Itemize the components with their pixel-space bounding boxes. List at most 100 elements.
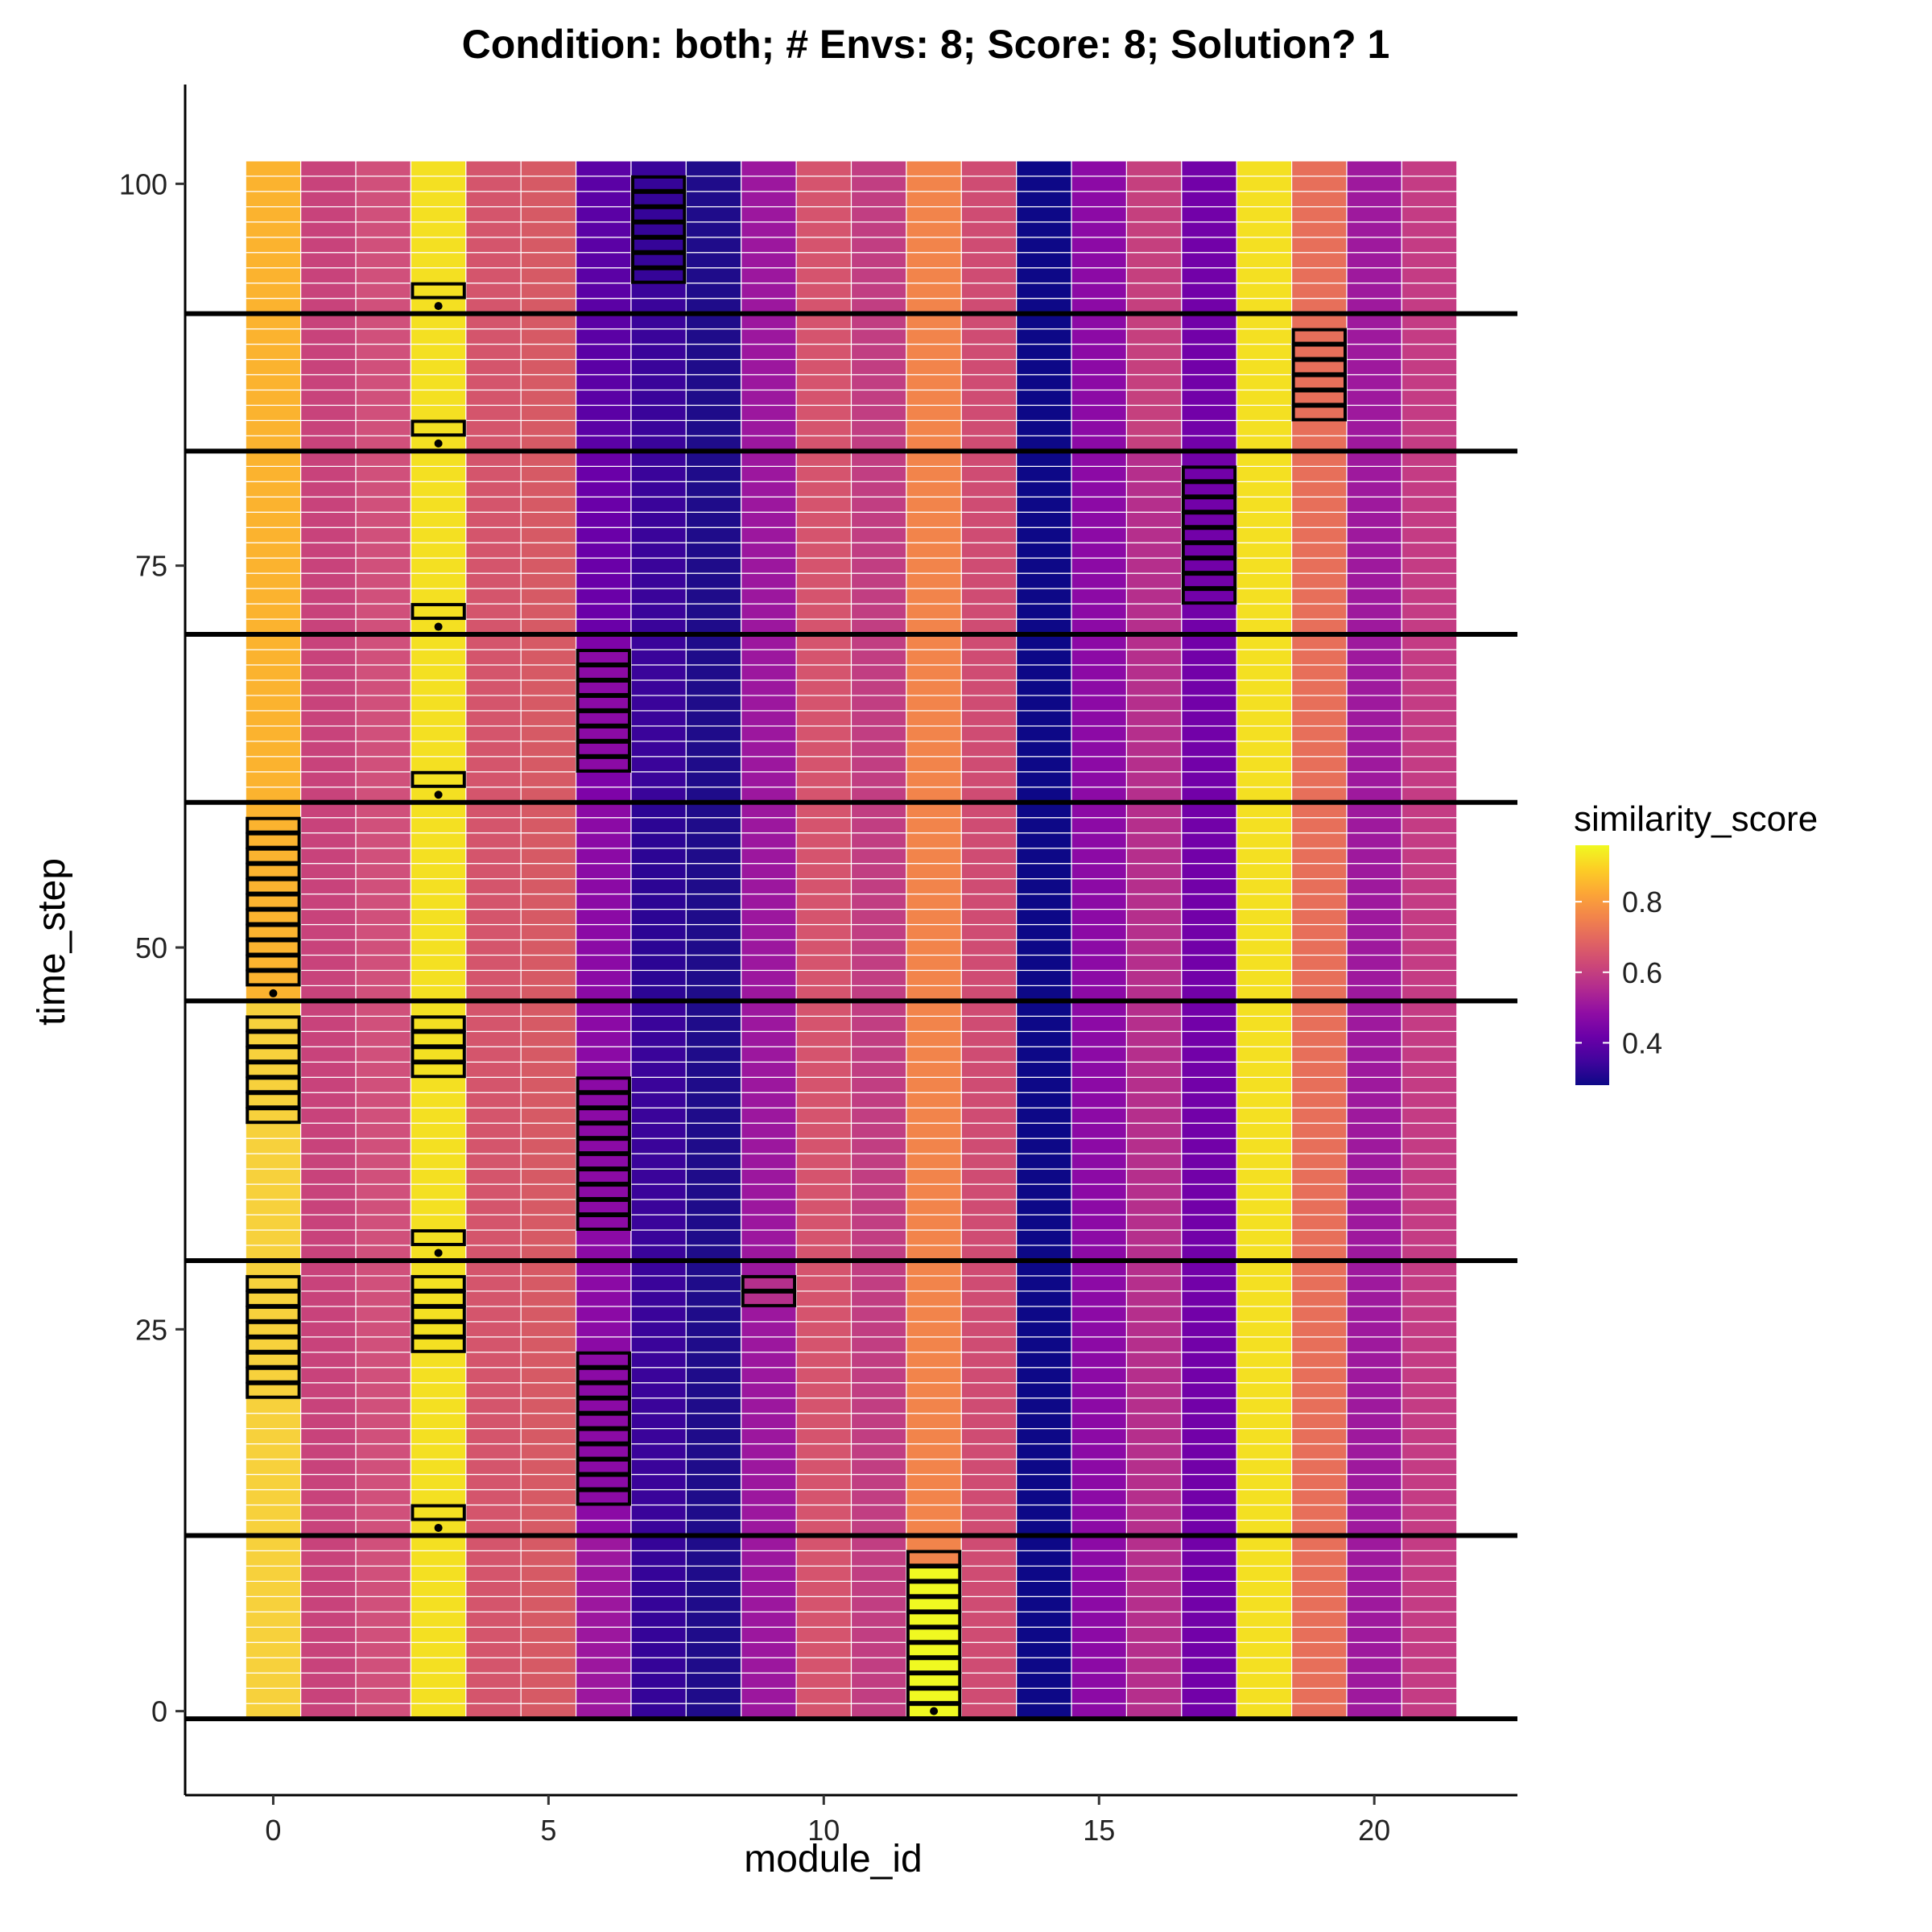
heatmap-cell bbox=[520, 664, 577, 681]
heatmap-cell bbox=[575, 1229, 632, 1246]
heatmap-cell bbox=[465, 267, 522, 284]
heatmap-cell bbox=[410, 1611, 467, 1628]
highlight-box-cell bbox=[246, 908, 301, 926]
marker-points bbox=[269, 302, 939, 1715]
heatmap-cell bbox=[906, 1137, 962, 1154]
heatmap-cell bbox=[1016, 283, 1072, 299]
heatmap-cell bbox=[1236, 1488, 1293, 1506]
heatmap-cell bbox=[1401, 572, 1458, 589]
heatmap-cell bbox=[355, 1367, 411, 1384]
heatmap-cell bbox=[1401, 1137, 1458, 1154]
heatmap-cell bbox=[685, 1046, 742, 1063]
heatmap-cell bbox=[245, 1504, 302, 1521]
heatmap-cell bbox=[1236, 969, 1293, 987]
heatmap-cell bbox=[960, 542, 1018, 559]
highlight-box-cell bbox=[1291, 328, 1347, 345]
heatmap-cell bbox=[520, 1030, 577, 1047]
heatmap-cell bbox=[685, 664, 742, 681]
heatmap-cell bbox=[1071, 1397, 1128, 1414]
heatmap-cell bbox=[630, 1458, 687, 1476]
heatmap-cell bbox=[410, 175, 467, 192]
heatmap-cell bbox=[1016, 328, 1072, 345]
y-tick-label: 0 bbox=[151, 1695, 167, 1728]
heatmap-cell bbox=[1125, 1550, 1183, 1567]
heatmap-cell bbox=[1016, 908, 1072, 926]
heatmap-cell bbox=[575, 1657, 632, 1674]
heatmap-cell bbox=[410, 358, 467, 376]
heatmap-cell bbox=[1291, 1092, 1348, 1108]
heatmap-cell bbox=[245, 1183, 302, 1200]
heatmap-cell bbox=[1016, 1473, 1072, 1491]
heatmap-cell bbox=[685, 1076, 742, 1093]
heatmap-cell bbox=[960, 1367, 1018, 1384]
heatmap-cell bbox=[906, 419, 962, 436]
heatmap-cell bbox=[906, 710, 962, 727]
heatmap-cell bbox=[1346, 1321, 1402, 1338]
heatmap-cell bbox=[685, 1015, 742, 1032]
heatmap-cell bbox=[741, 1122, 797, 1139]
heatmap-cell bbox=[685, 649, 742, 666]
heatmap-cell bbox=[1401, 237, 1458, 254]
heatmap-cell bbox=[465, 954, 522, 972]
heatmap-cell bbox=[1071, 1229, 1128, 1246]
heatmap-cell bbox=[1071, 588, 1128, 605]
heatmap-cell bbox=[1016, 1137, 1072, 1154]
heatmap-cell bbox=[741, 221, 797, 238]
heatmap-cell bbox=[1181, 206, 1237, 223]
heatmap-cell bbox=[1016, 878, 1072, 895]
heatmap-cell bbox=[741, 283, 797, 299]
heatmap-cell bbox=[795, 1687, 852, 1704]
heatmap-cell bbox=[795, 603, 852, 620]
heatmap-cell bbox=[300, 1611, 357, 1628]
heatmap-cell bbox=[1125, 1153, 1183, 1170]
heatmap-cell bbox=[1071, 1443, 1128, 1460]
heatmap-cell bbox=[850, 1015, 907, 1032]
highlight-box-cell bbox=[576, 1076, 631, 1094]
heatmap-cell bbox=[685, 542, 742, 559]
heatmap-cell bbox=[1181, 1030, 1237, 1047]
heatmap-cell bbox=[795, 878, 852, 895]
heatmap-cell bbox=[1346, 237, 1402, 254]
heatmap-cell bbox=[575, 1046, 632, 1063]
heatmap-cell bbox=[685, 191, 742, 208]
heatmap-cell bbox=[960, 237, 1018, 254]
heatmap-cell bbox=[1291, 1290, 1348, 1307]
highlight-box-cell bbox=[630, 175, 687, 192]
heatmap-cell bbox=[906, 572, 962, 589]
heatmap-cell bbox=[300, 237, 357, 254]
heatmap-cell bbox=[1291, 1367, 1348, 1384]
heatmap-cell bbox=[960, 389, 1018, 407]
highlight-box-cell bbox=[411, 603, 466, 621]
heatmap-cell bbox=[960, 1611, 1018, 1628]
heatmap-cell bbox=[850, 1076, 907, 1093]
heatmap-cell bbox=[355, 1687, 411, 1704]
marker-point bbox=[434, 302, 443, 311]
heatmap-cell bbox=[960, 252, 1018, 269]
heatmap-cell bbox=[300, 511, 357, 528]
heatmap-cell bbox=[1016, 343, 1072, 361]
heatmap-cell bbox=[1181, 695, 1237, 712]
heatmap-cell bbox=[685, 710, 742, 727]
heatmap-cell bbox=[685, 832, 742, 849]
heatmap-cell bbox=[1236, 832, 1293, 849]
heatmap-cell bbox=[410, 1214, 467, 1231]
heatmap-cell bbox=[1071, 1092, 1128, 1108]
heatmap-cell bbox=[355, 1352, 411, 1368]
heatmap-cell bbox=[465, 1275, 522, 1292]
heatmap-cell bbox=[960, 664, 1018, 681]
heatmap-cell bbox=[850, 771, 907, 788]
heatmap-cell bbox=[520, 526, 577, 543]
heatmap-cell bbox=[465, 343, 522, 361]
heatmap-cell bbox=[685, 1382, 742, 1399]
heatmap-cell bbox=[906, 526, 962, 543]
heatmap-cell bbox=[795, 1672, 852, 1689]
heatmap-cell bbox=[1181, 1306, 1237, 1323]
heatmap-cell bbox=[520, 1550, 577, 1567]
heatmap-cell bbox=[1291, 1672, 1348, 1689]
heatmap-cell bbox=[1346, 1046, 1402, 1063]
heatmap-cell bbox=[1346, 1382, 1402, 1399]
heatmap-cell bbox=[1346, 649, 1402, 666]
heatmap-cell bbox=[1236, 954, 1293, 972]
